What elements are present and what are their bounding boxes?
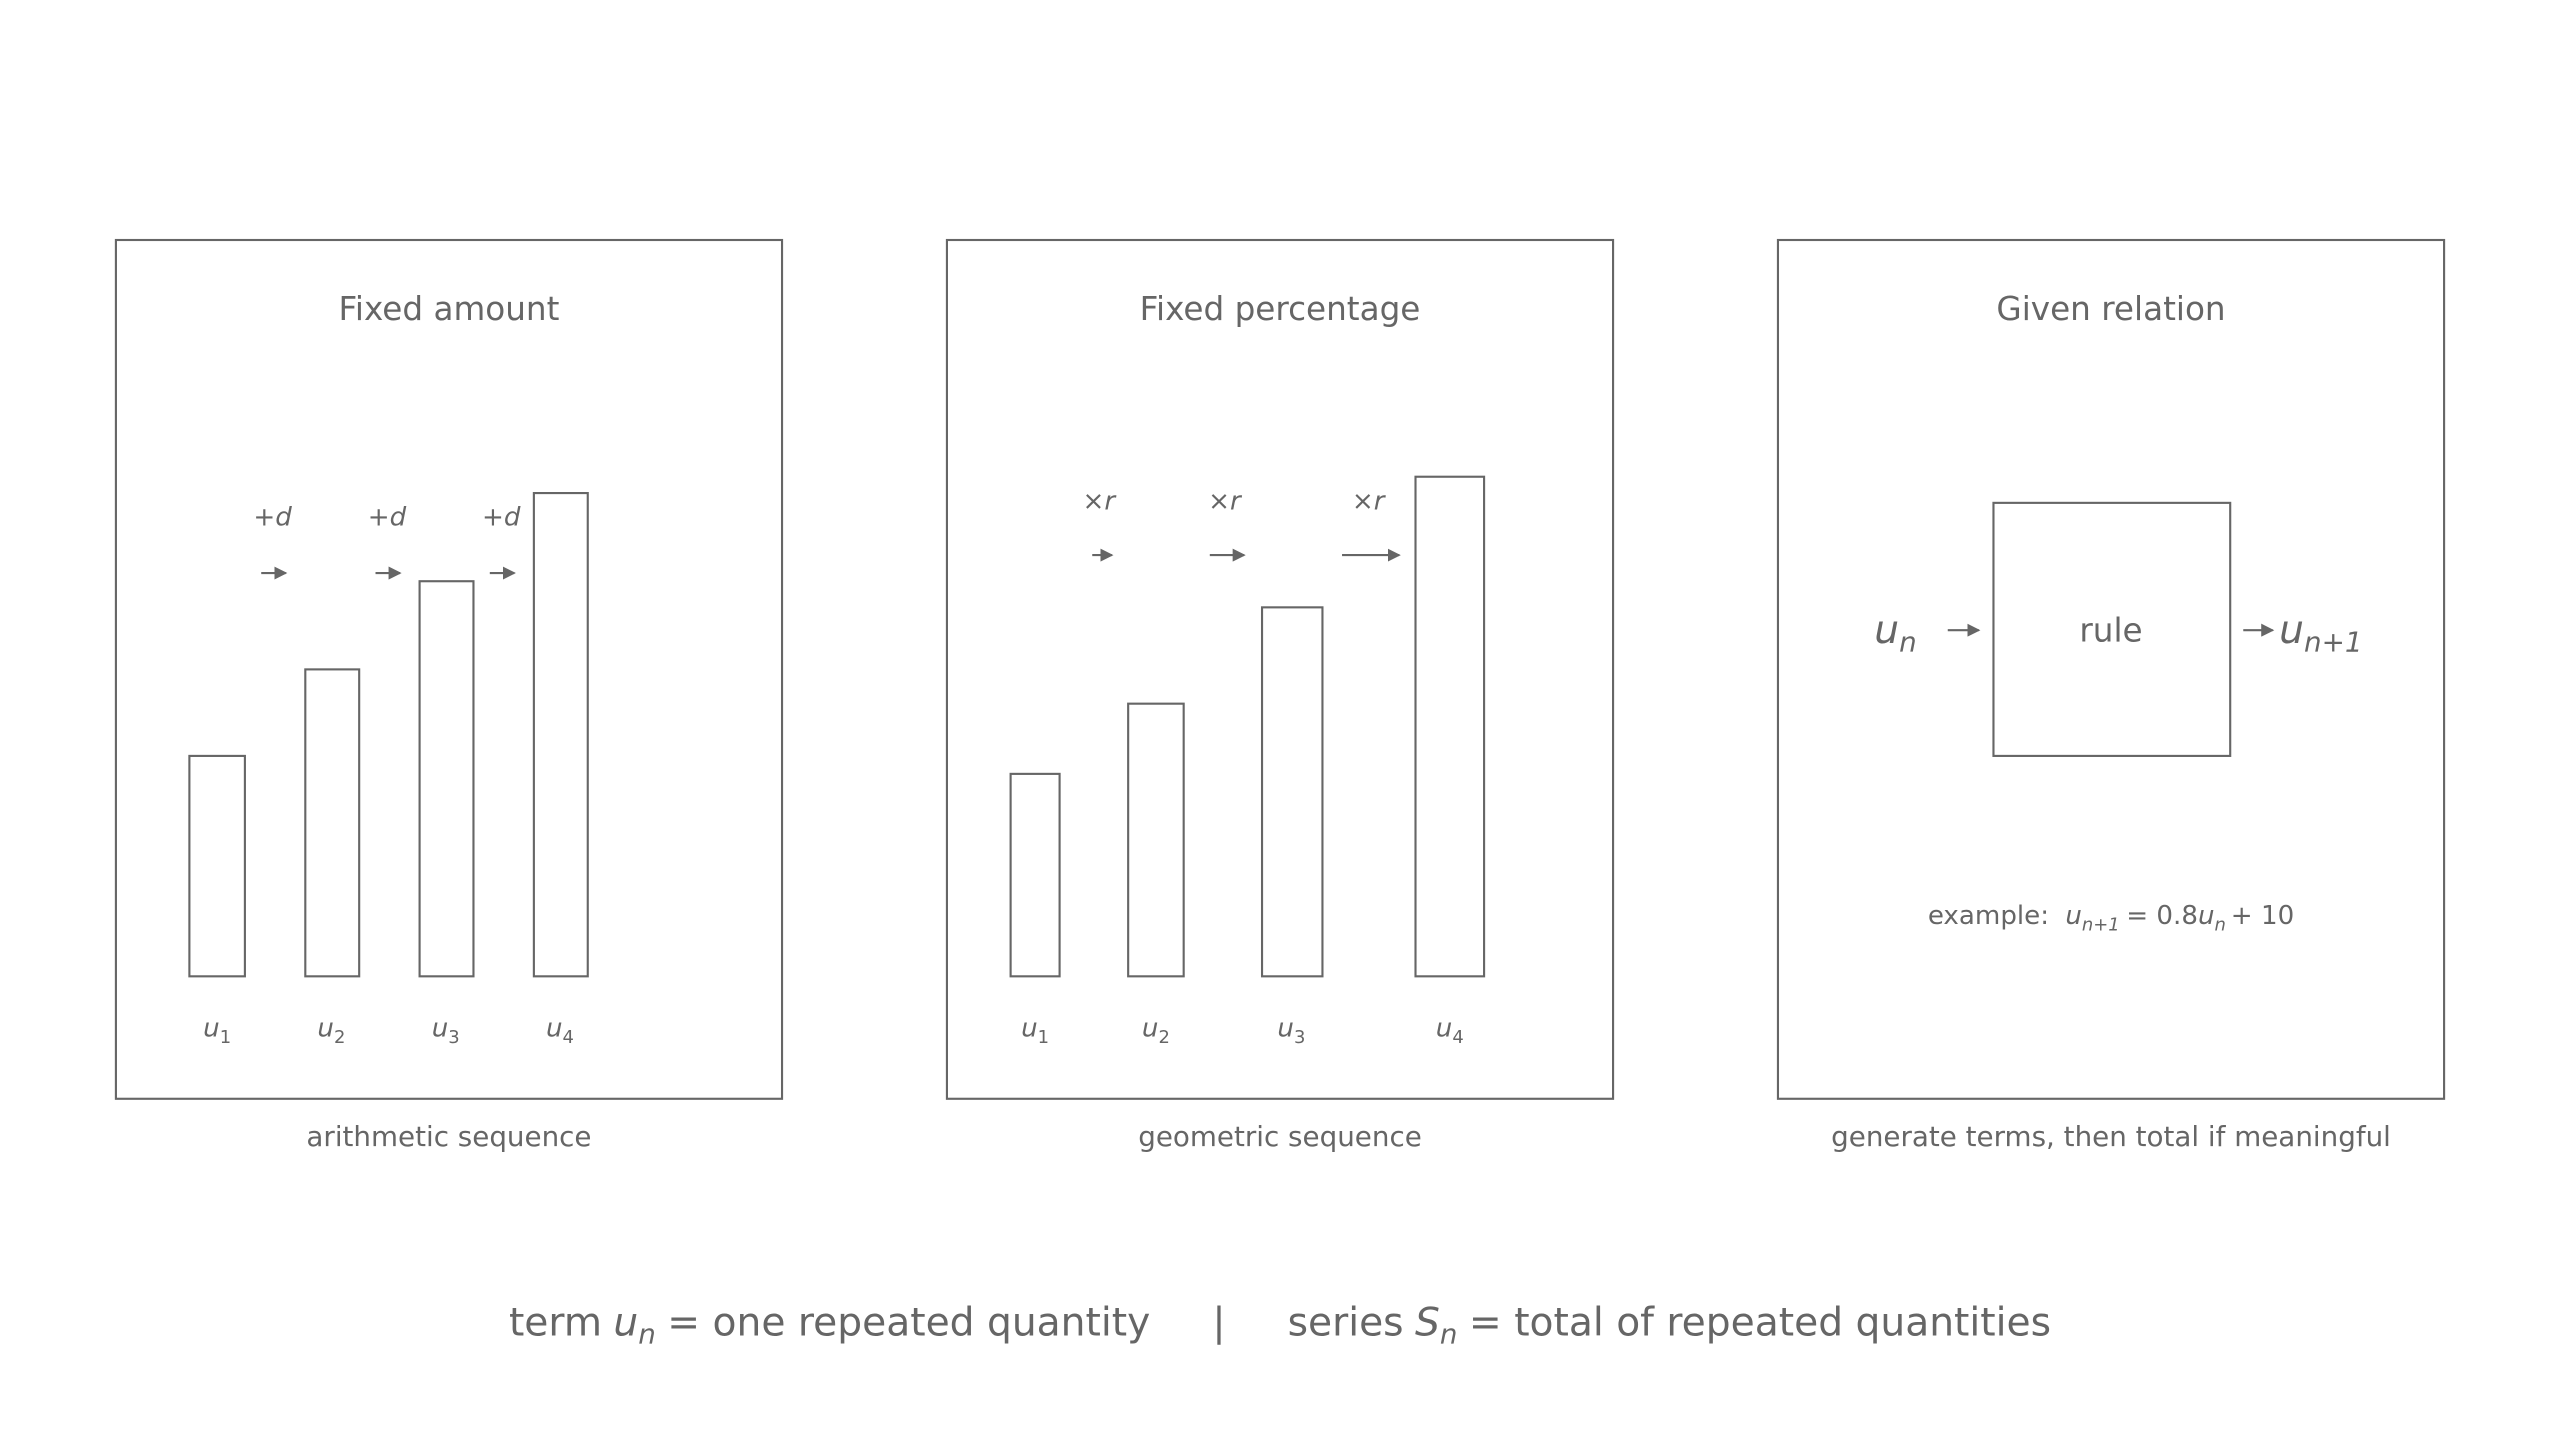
symbol: u [1436,1014,1453,1044]
step-label: ×r [1352,486,1387,516]
example-text: = 0.8 [2126,901,2198,931]
symbol: u [203,1014,220,1044]
term-label: u4 [546,1014,574,1049]
term-label: u2 [317,1014,345,1049]
panel-title: Fixed percentage [1140,290,1421,328]
symbol: S [1415,1301,1440,1346]
bar [304,668,361,978]
subscript: n [1899,625,1917,658]
step-label: ×r [1208,486,1243,516]
bar [418,580,475,978]
step-label: ×r [1082,486,1117,516]
panel-title: Fixed amount [339,290,560,328]
bar [1009,772,1061,978]
symbol: u [1277,1014,1294,1044]
term-label: u3 [1277,1014,1305,1049]
symbol: u [1021,1014,1038,1044]
footer-word: term [509,1301,602,1346]
term-label: u1 [1021,1014,1049,1049]
panel [945,238,1615,1100]
symbol: u [546,1014,563,1044]
symbol: u [432,1014,449,1044]
symbol: u [613,1301,638,1346]
term-label: u1 [203,1014,231,1049]
footer-word: series [1288,1301,1404,1346]
subscript: 3 [448,1027,459,1048]
subscript: 2 [1158,1027,1169,1048]
subscript: 3 [1294,1027,1305,1048]
symbol: u [2065,901,2082,931]
subscript: n [2215,915,2226,936]
example-prefix: example: [1928,901,2049,931]
symbol: u [1142,1014,1159,1044]
symbol: u [2279,608,2304,653]
bar [532,492,589,978]
subscript: 2 [334,1027,345,1048]
bar [1127,702,1185,978]
term-label: u3 [432,1014,460,1049]
output-term: un+1 [2279,608,2362,658]
bar [188,754,246,978]
subscript: n [1440,1318,1458,1351]
footer: term un = one repeated quantity | series Sn = … [509,1301,2051,1351]
input-term: un [1874,608,1916,658]
rule-label: rule [2079,612,2142,650]
subscript: n+1 [2082,915,2120,936]
rule-box [1992,501,2232,757]
footer-text: = total of repeated quantities [1469,1301,2051,1346]
symbol: u [1874,608,1899,653]
panel-caption: generate terms, then total if meaningful [1831,1120,2391,1153]
step-label: +d [482,503,521,533]
panel [114,238,784,1100]
symbol: u [317,1014,334,1044]
step-label: +d [368,503,407,533]
step-label: +d [253,503,292,533]
panel-caption: geometric sequence [1138,1120,1422,1153]
subscript: 4 [563,1027,574,1048]
panel [1776,238,2446,1100]
subscript: 1 [220,1027,231,1048]
bar [1414,475,1486,978]
term-label: u4 [1436,1014,1464,1049]
term-label: u2 [1142,1014,1170,1049]
example-text: + 10 [2231,901,2294,931]
footer-text: = one repeated quantity [667,1301,1150,1346]
separator: | [1212,1301,1225,1346]
subscript: n [638,1318,656,1351]
subscript: 4 [1452,1027,1463,1048]
panel-title: Given relation [1996,290,2225,328]
bar [1260,606,1324,978]
symbol: u [2198,901,2215,931]
subscript: 1 [1038,1027,1049,1048]
example: example: un+1 = 0.8un + 10 [1928,901,2294,936]
panel-caption: arithmetic sequence [306,1120,591,1153]
subscript: n+1 [2304,625,2363,658]
